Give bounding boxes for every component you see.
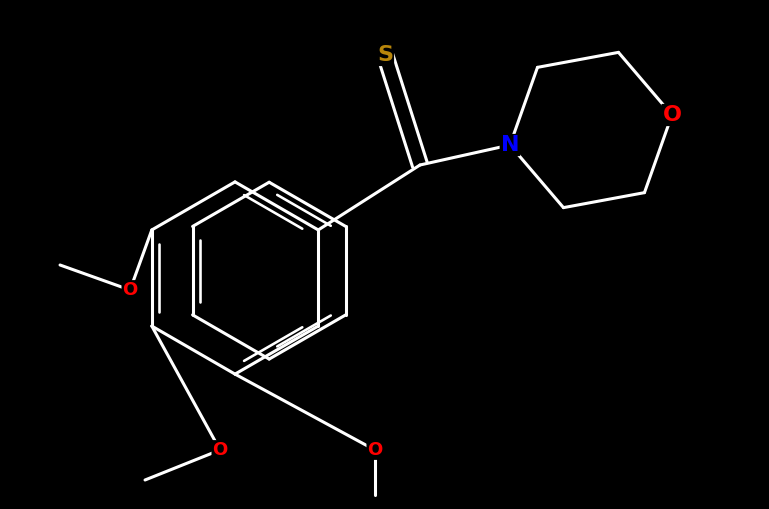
Text: O: O (368, 441, 383, 459)
Text: O: O (212, 441, 228, 459)
Text: O: O (122, 281, 138, 299)
Text: S: S (377, 45, 393, 65)
Text: O: O (662, 105, 681, 125)
Text: N: N (501, 135, 519, 155)
